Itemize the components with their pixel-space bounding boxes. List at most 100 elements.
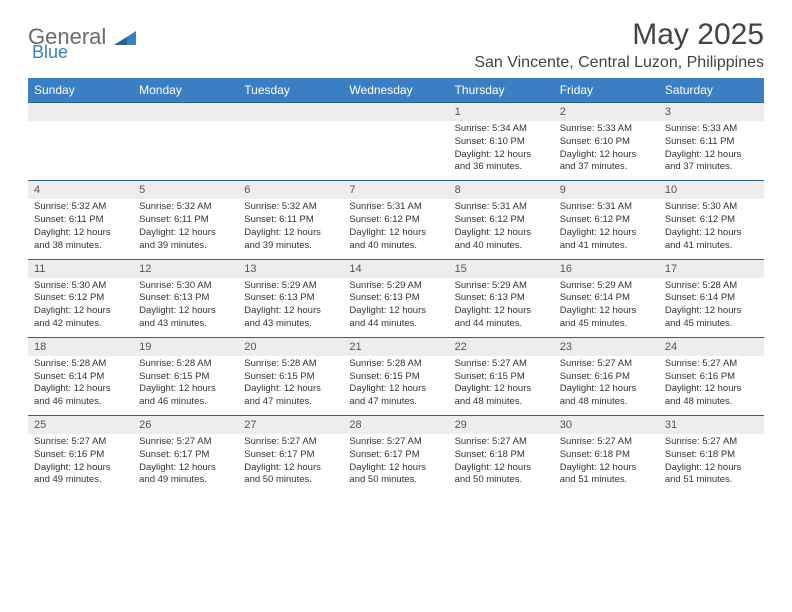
daylight-text-2: and 50 minutes. (349, 474, 442, 487)
weekday-header: Saturday (659, 78, 764, 103)
daylight-text-1: Daylight: 12 hours (34, 462, 127, 475)
date-number-cell: 23 (554, 337, 659, 356)
sunrise-text: Sunrise: 5:33 AM (665, 123, 758, 136)
date-number-cell (133, 103, 238, 122)
day-detail-cell (343, 121, 448, 181)
weekday-header: Friday (554, 78, 659, 103)
date-number-cell: 7 (343, 181, 448, 200)
sunrise-text: Sunrise: 5:33 AM (560, 123, 653, 136)
logo-text-2: Blue (32, 43, 68, 61)
day-detail-cell: Sunrise: 5:30 AMSunset: 6:13 PMDaylight:… (133, 278, 238, 338)
sunrise-text: Sunrise: 5:31 AM (455, 201, 548, 214)
day-detail-row: Sunrise: 5:30 AMSunset: 6:12 PMDaylight:… (28, 278, 764, 338)
logo: General Blue (28, 18, 137, 61)
date-number-cell: 4 (28, 181, 133, 200)
day-detail-cell: Sunrise: 5:33 AMSunset: 6:11 PMDaylight:… (659, 121, 764, 181)
sunset-text: Sunset: 6:11 PM (34, 214, 127, 227)
day-detail-row: Sunrise: 5:34 AMSunset: 6:10 PMDaylight:… (28, 121, 764, 181)
day-detail-cell: Sunrise: 5:29 AMSunset: 6:13 PMDaylight:… (238, 278, 343, 338)
daylight-text-1: Daylight: 12 hours (455, 227, 548, 240)
title-block: May 2025 San Vincente, Central Luzon, Ph… (474, 18, 764, 72)
daylight-text-1: Daylight: 12 hours (455, 149, 548, 162)
sunrise-text: Sunrise: 5:28 AM (349, 358, 442, 371)
date-number-row: 18192021222324 (28, 337, 764, 356)
daylight-text-1: Daylight: 12 hours (665, 462, 758, 475)
day-detail-cell (238, 121, 343, 181)
day-detail-cell: Sunrise: 5:27 AMSunset: 6:17 PMDaylight:… (343, 434, 448, 493)
daylight-text-2: and 48 minutes. (455, 396, 548, 409)
date-number-cell (28, 103, 133, 122)
daylight-text-2: and 46 minutes. (139, 396, 232, 409)
sunset-text: Sunset: 6:11 PM (244, 214, 337, 227)
day-detail-cell: Sunrise: 5:34 AMSunset: 6:10 PMDaylight:… (449, 121, 554, 181)
date-number-cell: 11 (28, 259, 133, 278)
sunrise-text: Sunrise: 5:28 AM (34, 358, 127, 371)
daylight-text-1: Daylight: 12 hours (560, 305, 653, 318)
sunset-text: Sunset: 6:12 PM (665, 214, 758, 227)
sunrise-text: Sunrise: 5:27 AM (665, 358, 758, 371)
date-number-cell: 24 (659, 337, 764, 356)
sunset-text: Sunset: 6:12 PM (455, 214, 548, 227)
sunrise-text: Sunrise: 5:27 AM (244, 436, 337, 449)
daylight-text-1: Daylight: 12 hours (139, 462, 232, 475)
sunset-text: Sunset: 6:17 PM (244, 449, 337, 462)
daylight-text-1: Daylight: 12 hours (665, 305, 758, 318)
sunrise-text: Sunrise: 5:28 AM (244, 358, 337, 371)
daylight-text-2: and 45 minutes. (665, 318, 758, 331)
location-text: San Vincente, Central Luzon, Philippines (474, 54, 764, 72)
sunrise-text: Sunrise: 5:27 AM (560, 436, 653, 449)
sunset-text: Sunset: 6:16 PM (34, 449, 127, 462)
sunset-text: Sunset: 6:18 PM (665, 449, 758, 462)
sunset-text: Sunset: 6:18 PM (455, 449, 548, 462)
sunset-text: Sunset: 6:15 PM (455, 371, 548, 384)
header: General Blue May 2025 San Vincente, Cent… (28, 18, 764, 72)
sunset-text: Sunset: 6:16 PM (560, 371, 653, 384)
daylight-text-2: and 45 minutes. (560, 318, 653, 331)
date-number-cell: 14 (343, 259, 448, 278)
sunrise-text: Sunrise: 5:31 AM (349, 201, 442, 214)
daylight-text-1: Daylight: 12 hours (139, 305, 232, 318)
daylight-text-1: Daylight: 12 hours (244, 227, 337, 240)
date-number-cell: 8 (449, 181, 554, 200)
daylight-text-2: and 51 minutes. (560, 474, 653, 487)
date-number-cell: 20 (238, 337, 343, 356)
sunrise-text: Sunrise: 5:32 AM (139, 201, 232, 214)
sunrise-text: Sunrise: 5:27 AM (139, 436, 232, 449)
daylight-text-2: and 40 minutes. (349, 240, 442, 253)
day-detail-cell: Sunrise: 5:29 AMSunset: 6:13 PMDaylight:… (449, 278, 554, 338)
day-detail-cell: Sunrise: 5:31 AMSunset: 6:12 PMDaylight:… (554, 199, 659, 259)
date-number-cell: 3 (659, 103, 764, 122)
daylight-text-2: and 43 minutes. (244, 318, 337, 331)
day-detail-cell: Sunrise: 5:28 AMSunset: 6:14 PMDaylight:… (659, 278, 764, 338)
daylight-text-2: and 47 minutes. (244, 396, 337, 409)
date-number-cell: 9 (554, 181, 659, 200)
daylight-text-1: Daylight: 12 hours (665, 227, 758, 240)
sunset-text: Sunset: 6:10 PM (455, 136, 548, 149)
calendar-page: General Blue May 2025 San Vincente, Cent… (0, 0, 792, 493)
sunrise-text: Sunrise: 5:27 AM (455, 358, 548, 371)
weekday-header: Tuesday (238, 78, 343, 103)
day-detail-cell: Sunrise: 5:32 AMSunset: 6:11 PMDaylight:… (133, 199, 238, 259)
date-number-cell (238, 103, 343, 122)
day-detail-cell: Sunrise: 5:28 AMSunset: 6:15 PMDaylight:… (238, 356, 343, 416)
date-number-cell: 26 (133, 416, 238, 435)
sunset-text: Sunset: 6:14 PM (560, 292, 653, 305)
daylight-text-2: and 39 minutes. (139, 240, 232, 253)
daylight-text-2: and 36 minutes. (455, 161, 548, 174)
day-detail-cell: Sunrise: 5:28 AMSunset: 6:15 PMDaylight:… (133, 356, 238, 416)
daylight-text-2: and 50 minutes. (455, 474, 548, 487)
sunrise-text: Sunrise: 5:29 AM (560, 280, 653, 293)
sunset-text: Sunset: 6:13 PM (139, 292, 232, 305)
date-number-cell: 15 (449, 259, 554, 278)
day-detail-cell (28, 121, 133, 181)
daylight-text-2: and 48 minutes. (665, 396, 758, 409)
sunset-text: Sunset: 6:12 PM (349, 214, 442, 227)
daylight-text-1: Daylight: 12 hours (560, 227, 653, 240)
sunset-text: Sunset: 6:10 PM (560, 136, 653, 149)
sunset-text: Sunset: 6:16 PM (665, 371, 758, 384)
date-number-cell: 18 (28, 337, 133, 356)
day-detail-cell (133, 121, 238, 181)
sunrise-text: Sunrise: 5:29 AM (455, 280, 548, 293)
date-number-row: 25262728293031 (28, 416, 764, 435)
day-detail-cell: Sunrise: 5:27 AMSunset: 6:16 PMDaylight:… (659, 356, 764, 416)
